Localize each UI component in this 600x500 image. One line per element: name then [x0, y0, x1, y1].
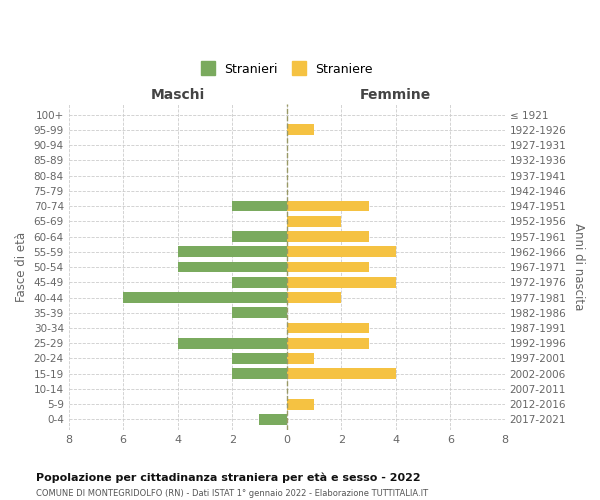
Bar	[287, 399, 314, 409]
Bar	[178, 262, 287, 272]
Bar	[123, 292, 287, 303]
Bar	[287, 200, 368, 211]
Bar	[287, 338, 368, 348]
Bar	[287, 322, 368, 334]
Bar	[232, 308, 287, 318]
Text: Popolazione per cittadinanza straniera per età e sesso - 2022: Popolazione per cittadinanza straniera p…	[36, 472, 421, 483]
Bar	[287, 262, 368, 272]
Text: COMUNE DI MONTEGRIDOLFO (RN) - Dati ISTAT 1° gennaio 2022 - Elaborazione TUTTITA: COMUNE DI MONTEGRIDOLFO (RN) - Dati ISTA…	[36, 489, 428, 498]
Y-axis label: Anni di nascita: Anni di nascita	[572, 224, 585, 310]
Bar	[232, 277, 287, 287]
Bar	[178, 246, 287, 257]
Bar	[287, 216, 341, 226]
Bar	[259, 414, 287, 425]
Bar	[232, 353, 287, 364]
Bar	[178, 338, 287, 348]
Y-axis label: Fasce di età: Fasce di età	[15, 232, 28, 302]
Text: Femmine: Femmine	[360, 88, 431, 102]
Bar	[287, 124, 314, 135]
Bar	[287, 368, 396, 379]
Text: Maschi: Maschi	[151, 88, 205, 102]
Bar	[287, 292, 341, 303]
Bar	[287, 231, 368, 242]
Bar	[287, 246, 396, 257]
Legend: Stranieri, Straniere: Stranieri, Straniere	[196, 58, 377, 81]
Bar	[232, 200, 287, 211]
Bar	[287, 277, 396, 287]
Bar	[287, 353, 314, 364]
Bar	[232, 368, 287, 379]
Bar	[232, 231, 287, 242]
